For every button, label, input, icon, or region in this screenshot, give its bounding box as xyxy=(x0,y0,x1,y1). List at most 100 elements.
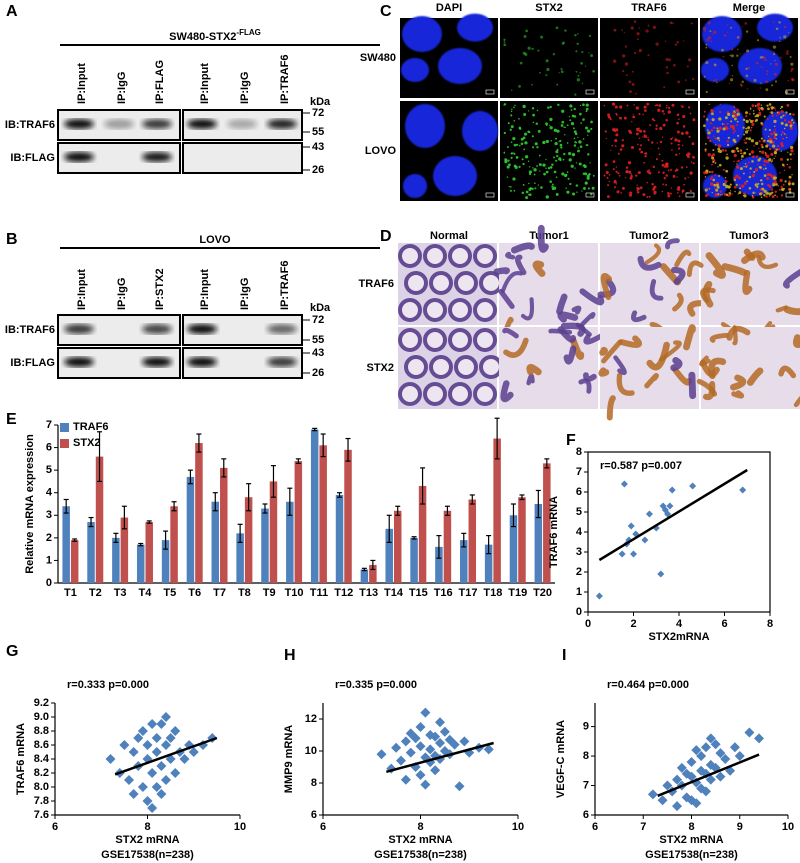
y-tick-label: 3 xyxy=(46,509,52,521)
error-bar xyxy=(395,505,401,516)
error-bar xyxy=(295,458,301,464)
speckle xyxy=(789,124,793,128)
x-tick-label: 4 xyxy=(676,618,683,630)
speckle xyxy=(751,127,753,129)
nucleus xyxy=(401,58,429,82)
speckle xyxy=(713,187,716,189)
scale-bar xyxy=(785,192,795,198)
speckle xyxy=(643,134,647,138)
speckle xyxy=(742,126,745,129)
kda-label: kDa xyxy=(310,96,331,108)
x-tick-label: 8 xyxy=(144,821,150,833)
speckle xyxy=(752,191,755,195)
error-bar xyxy=(461,532,467,548)
column-label: Tumor1 xyxy=(529,230,569,242)
speckle xyxy=(704,143,707,145)
speckle xyxy=(611,102,616,106)
speckle xyxy=(792,121,795,124)
speckle xyxy=(604,163,608,167)
lane-label: IP:Input xyxy=(76,63,88,104)
gland xyxy=(705,252,726,279)
speckle xyxy=(569,104,573,108)
x-axis-label: STX2mRNA xyxy=(648,631,709,643)
scale-bar xyxy=(585,89,595,95)
speckle xyxy=(792,113,795,116)
point xyxy=(430,765,441,776)
lane-label: IP:IgG xyxy=(239,72,251,104)
speckle xyxy=(665,162,669,166)
speckle xyxy=(730,120,733,123)
point xyxy=(179,754,190,764)
row-label: IB:FLAG xyxy=(10,357,55,369)
speckle xyxy=(749,129,752,132)
speckle xyxy=(761,187,765,191)
point xyxy=(156,761,167,771)
band xyxy=(64,152,94,162)
speckle xyxy=(518,144,521,147)
speckle xyxy=(590,54,593,58)
speckle xyxy=(513,189,516,192)
speckle xyxy=(734,190,736,193)
speckle xyxy=(531,135,534,138)
speckle xyxy=(682,125,686,128)
speckle xyxy=(770,111,774,114)
speckle xyxy=(657,147,660,150)
speckle xyxy=(783,119,787,122)
speckle xyxy=(560,67,563,71)
speckle xyxy=(722,127,726,131)
micrograph xyxy=(600,18,698,98)
bar xyxy=(211,501,220,583)
speckle xyxy=(779,107,782,110)
speckle xyxy=(622,54,626,58)
speckle xyxy=(509,189,512,192)
speckle xyxy=(740,158,743,160)
speckle xyxy=(764,167,767,170)
speckle xyxy=(576,42,579,45)
speckle xyxy=(766,139,770,143)
speckle xyxy=(629,131,633,134)
speckle xyxy=(661,159,664,162)
speckle xyxy=(606,195,610,199)
speckle xyxy=(576,191,578,193)
bar xyxy=(393,510,402,583)
speckle xyxy=(759,192,762,196)
speckle xyxy=(579,112,582,116)
nucleus xyxy=(757,13,793,42)
speckle xyxy=(690,22,693,25)
speckle xyxy=(774,80,778,83)
speckle xyxy=(710,176,714,179)
speckle xyxy=(665,66,669,69)
point xyxy=(691,745,702,756)
speckle xyxy=(786,158,789,161)
bar xyxy=(244,497,253,583)
speckle xyxy=(583,164,586,167)
gland xyxy=(637,255,662,271)
speckle xyxy=(757,158,761,162)
speckle xyxy=(768,158,772,162)
speckle xyxy=(747,161,750,164)
point xyxy=(686,771,697,782)
gland xyxy=(686,260,704,278)
nucleus xyxy=(433,156,477,196)
gland xyxy=(606,395,616,421)
bar xyxy=(136,544,145,583)
x-tick-label: T12 xyxy=(334,587,353,599)
gland xyxy=(599,346,608,356)
speckle xyxy=(731,114,735,118)
speckle xyxy=(717,144,722,148)
speckle xyxy=(687,153,690,156)
speckle xyxy=(703,165,705,167)
speckle xyxy=(663,113,665,115)
speckle xyxy=(662,123,666,127)
error-bar xyxy=(287,487,293,516)
speckle xyxy=(738,191,742,194)
speckle xyxy=(666,104,668,107)
speckle xyxy=(545,195,549,199)
speckle xyxy=(643,105,647,109)
speckle xyxy=(614,128,619,132)
x-tick-label: 9 xyxy=(737,821,743,833)
speckle xyxy=(570,121,575,126)
speckle xyxy=(613,28,617,32)
annotation: r=0.335 p=0.000 xyxy=(335,679,417,691)
